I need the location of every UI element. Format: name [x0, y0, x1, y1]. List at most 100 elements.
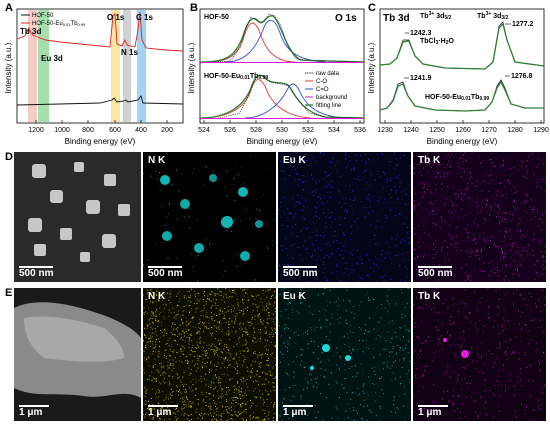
xtick-c-2: 1250: [429, 127, 445, 134]
eu-map-e: Eu K 1 μm: [278, 288, 411, 421]
legend-b-1: C-O: [316, 79, 327, 85]
map-title-e-2: Eu K: [283, 291, 306, 302]
scale-bar-d-1: [148, 266, 182, 268]
xtick-a-4: 400: [135, 127, 147, 134]
scale-text-d-3: 500 nm: [418, 268, 453, 279]
label-b-bottom: HOF-50-Eu0.01Tb0.99: [204, 73, 268, 81]
legend-b-4: fitting line: [316, 103, 342, 109]
scale-text-e-3: 1 μm: [418, 407, 442, 418]
scale-text-d-0: 500 nm: [19, 268, 54, 279]
xtick-b-6: 536: [354, 127, 366, 134]
eds-speckle: [143, 154, 276, 282]
title-c: Tb 3d: [383, 13, 410, 24]
xtick-b-2: 528: [250, 127, 262, 134]
title-b: O 1s: [335, 13, 357, 24]
peak-c1s: C 1s: [136, 13, 153, 22]
xtick-b-1: 526: [224, 127, 236, 134]
n-map-e: N K 1 μm: [143, 288, 276, 421]
xtick-a-3: 600: [109, 127, 121, 134]
scale-bar-e-3: [418, 405, 448, 407]
xps-survey-chart: 1200 1000 800 600 400 200 Binding energy…: [4, 8, 184, 146]
peak-c-1: 1242.3: [410, 30, 432, 37]
o1s-bottom-raw: [199, 74, 365, 120]
xtick-b-5: 534: [328, 127, 340, 134]
xtick-c-5: 1280: [507, 127, 523, 134]
o1s-top-raw: [199, 13, 365, 64]
tb3d-chart: 1230 1240 1250 1260 1270 1280 1290 Bindi…: [367, 8, 549, 146]
peak-o1s: O 1s: [107, 13, 125, 22]
ref-label-c: TbCl3·H2O: [420, 38, 455, 46]
eds-speckle: [413, 288, 546, 421]
peak-c-3: 1241.9: [410, 75, 432, 82]
tb-ref-fit: [379, 22, 545, 70]
sem-image-d: 500 nm: [14, 152, 141, 282]
xtick-c-1: 1240: [403, 127, 419, 134]
scale-bar-e-0: [19, 405, 49, 407]
o1s-bottom-c2o: [244, 83, 346, 119]
xlabel-a: Binding energy (eV): [65, 137, 136, 146]
sem-image-e: 1 μm: [14, 288, 141, 421]
panel-letter-d: D: [5, 151, 13, 163]
xtick-b-4: 532: [302, 127, 314, 134]
scale-bar-e-1: [148, 405, 178, 407]
scale-text-e-1: 1 μm: [148, 407, 172, 418]
ylabel-a: Intensity (a.u.): [4, 42, 13, 93]
xtick-c-0: 1230: [377, 127, 393, 134]
eds-speckle: [413, 152, 546, 282]
xtick-c-6: 1290: [533, 127, 549, 134]
scale-bar-d-3: [418, 266, 452, 268]
o1s-top-co: [199, 22, 296, 63]
c-band: [137, 10, 146, 122]
panel-letter-e: E: [5, 287, 13, 299]
xtick-b-0: 524: [198, 127, 210, 134]
xlabel-b: Binding energy (eV): [247, 137, 318, 146]
o1s-top-fit: [199, 15, 365, 63]
label-c-32: Tb3+ 3d3/2: [477, 11, 509, 21]
hof50-survey-line: [16, 95, 184, 106]
o1s-bottom-fit: [199, 74, 365, 119]
tb-sample-fit: [379, 80, 544, 112]
scale-text-d-2: 500 nm: [283, 268, 318, 279]
panel-letter-b: B: [190, 2, 198, 14]
eu-band: [38, 10, 49, 122]
label-b-top: HOF-50: [204, 14, 229, 21]
eu-map-d: Eu K 500 nm: [278, 152, 411, 282]
xtick-a-0: 1200: [28, 127, 44, 134]
legend-b-3: background: [316, 95, 347, 101]
label-c-52: Tb3+ 3d5/2: [420, 11, 452, 21]
scale-text-e-0: 1 μm: [19, 407, 43, 418]
eds-speckle: [278, 152, 411, 282]
peak-n1s: N 1s: [121, 48, 138, 57]
xtick-c-3: 1260: [455, 127, 471, 134]
sample-label-c: HOF-50-Eu0.01Tb0.99: [425, 94, 489, 102]
eds-speckle: [143, 288, 276, 421]
peak-c-2: 1277.2: [512, 21, 534, 28]
o1s-bottom-co: [199, 79, 311, 119]
scale-text-e-2: 1 μm: [283, 407, 307, 418]
o-band: [111, 10, 120, 122]
ylabel-b: Intensity (a.u.): [187, 42, 196, 93]
legend-b-0: raw data: [316, 71, 340, 77]
map-title-e-3: Tb K: [418, 291, 441, 302]
map-title-d-1: N K: [148, 155, 166, 166]
o1s-top-c2o: [224, 19, 326, 63]
peak-c-4: 1276.8: [511, 73, 533, 80]
peak-eu3d: Eu 3d: [41, 54, 63, 63]
euTb-survey-line: [16, 11, 184, 52]
map-title-d-3: Tb K: [418, 155, 441, 166]
panel-letter-c: C: [368, 2, 376, 14]
xtick-b-3: 530: [276, 127, 288, 134]
xlabel-c: Binding energy (eV): [427, 137, 498, 146]
legend-a-1: HOF-50-Eu0.01Tb0.99: [32, 21, 86, 27]
o1s-chart: 524 526 528 530 532 534 536 Binding ener…: [187, 8, 366, 146]
tb-map-e: Tb K 1 μm: [413, 288, 546, 421]
ylabel-c: Intensity (a.u.): [367, 42, 376, 93]
tb-map-d: Tb K 500 nm: [413, 152, 546, 282]
map-title-d-2: Eu K: [283, 155, 306, 166]
scale-bar-d-2: [283, 266, 317, 268]
xtick-c-4: 1270: [481, 127, 497, 134]
n-map-d: N K 500 nm: [143, 152, 276, 282]
n-band: [123, 10, 131, 122]
panel-letter-a: A: [5, 2, 13, 14]
xtick-a-1: 1000: [54, 127, 70, 134]
